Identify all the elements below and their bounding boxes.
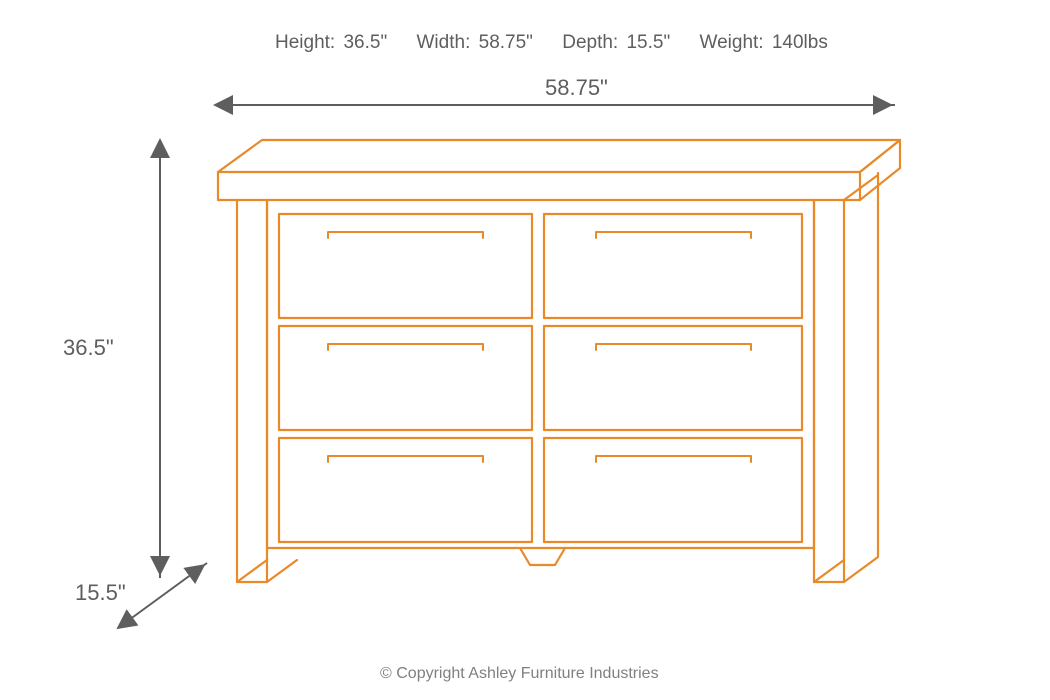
- drawer-1-1: [279, 214, 532, 318]
- drawers: [279, 214, 802, 542]
- center-foot: [520, 548, 565, 565]
- right-leg-foot-depth: [814, 560, 844, 582]
- diagram-canvas: Height: 36.5" Width: 58.75" Depth: 15.5"…: [0, 0, 1050, 700]
- handles: [328, 232, 751, 462]
- top-front-edge: [218, 172, 860, 200]
- right-leg-side: [844, 173, 878, 582]
- top-right-edge: [860, 140, 900, 200]
- handle-2-1: [328, 344, 483, 350]
- drawer-1-2: [544, 214, 802, 318]
- depth-arrow: [118, 563, 207, 628]
- dresser-drawing: [218, 140, 900, 582]
- right-leg-front: [814, 200, 844, 582]
- dimension-arrows: [118, 105, 895, 628]
- handle-1-1: [328, 232, 483, 238]
- drawer-3-1: [279, 438, 532, 542]
- left-leg-front: [237, 200, 267, 582]
- drawer-2-1: [279, 326, 532, 430]
- diagram-svg: [0, 0, 1050, 700]
- handle-2-2: [596, 344, 751, 350]
- drawer-3-2: [544, 438, 802, 542]
- handle-1-2: [596, 232, 751, 238]
- handle-3-2: [596, 456, 751, 462]
- handle-3-1: [328, 456, 483, 462]
- drawer-2-2: [544, 326, 802, 430]
- top-surface: [218, 140, 900, 172]
